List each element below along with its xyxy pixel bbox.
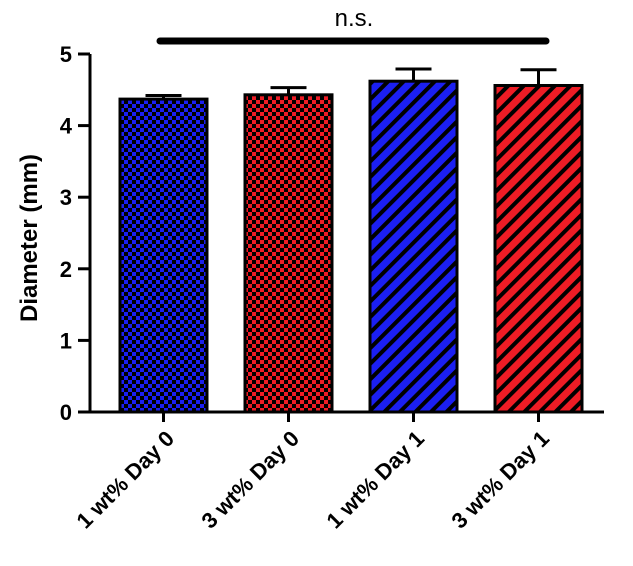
- y-tick-label: 4: [60, 114, 73, 139]
- x-tick-label: 1 wt% Day 1: [321, 426, 429, 534]
- bar: [118, 97, 209, 414]
- y-tick-label: 3: [60, 185, 72, 210]
- x-tick-label: 1 wt% Day 0: [71, 426, 179, 534]
- y-tick-label: 2: [60, 257, 72, 282]
- bar: [493, 84, 584, 414]
- y-tick-label: 1: [60, 328, 72, 353]
- y-axis-label: Diameter (mm): [16, 154, 43, 322]
- x-tick-label: 3 wt% Day 0: [196, 426, 304, 534]
- bar: [368, 79, 459, 414]
- y-tick-label: 5: [60, 42, 72, 67]
- bar: [243, 93, 334, 414]
- x-tick-label: 3 wt% Day 1: [446, 426, 554, 534]
- y-tick-label: 0: [60, 400, 72, 425]
- significance-label: n.s.: [335, 5, 374, 32]
